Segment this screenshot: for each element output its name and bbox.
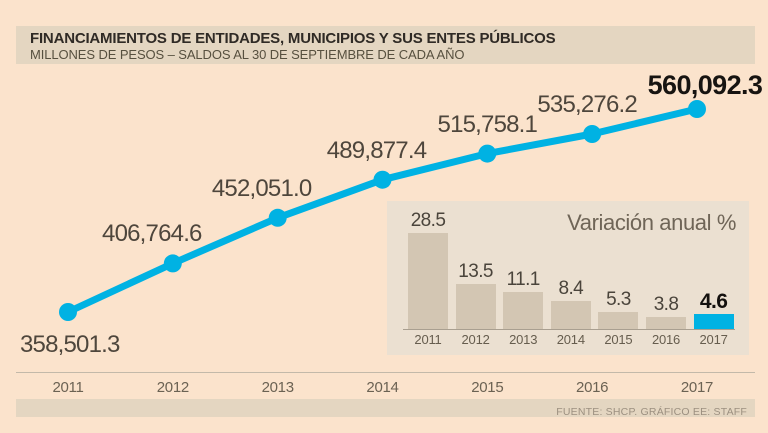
data-point-2015 bbox=[478, 144, 497, 163]
source-bar: FUENTE: SHCP. GRÁFICO EE: STAFF bbox=[16, 399, 755, 418]
bar-2014 bbox=[550, 301, 591, 330]
data-label-2013: 452,051.0 bbox=[211, 174, 312, 202]
data-point-2011 bbox=[59, 303, 77, 321]
bar-2017 bbox=[693, 314, 734, 330]
x-tick-2014: 2014 bbox=[366, 379, 399, 396]
x-axis-line bbox=[16, 372, 755, 373]
bar-value-2015: 5.3 bbox=[606, 288, 631, 310]
chart-title: FINANCIAMIENTOS DE ENTIDADES, MUNICIPIOS… bbox=[30, 30, 556, 47]
bar-tick-2017: 2017 bbox=[699, 332, 728, 347]
x-tick-2017: 2017 bbox=[680, 379, 714, 396]
data-point-2012 bbox=[163, 254, 182, 273]
data-label-2015: 515,758.1 bbox=[437, 110, 538, 138]
bar-tick-2013: 2013 bbox=[509, 332, 538, 347]
data-label-2017: 560,092.3 bbox=[647, 70, 763, 100]
variation-title: Variación anual % bbox=[567, 210, 736, 235]
x-tick-2012: 2012 bbox=[156, 379, 189, 396]
x-tick-2016: 2016 bbox=[576, 379, 609, 396]
bar-value-2014: 8.4 bbox=[558, 278, 584, 300]
data-point-2016 bbox=[583, 125, 602, 143]
source-text: FUENTE: SHCP. GRÁFICO EE: STAFF bbox=[556, 406, 747, 418]
bar-2011 bbox=[408, 233, 448, 330]
x-tick-2015: 2015 bbox=[471, 379, 504, 396]
data-label-2011: 358,501.3 bbox=[20, 331, 120, 358]
bar-tick-2014: 2014 bbox=[556, 332, 585, 347]
x-tick-2013: 2013 bbox=[261, 379, 294, 396]
bar-2015 bbox=[598, 312, 639, 330]
bar-value-2011: 28.5 bbox=[410, 210, 446, 232]
bar-2013 bbox=[503, 292, 544, 330]
data-label-2014: 489,877.4 bbox=[326, 136, 427, 164]
bar-value-2012: 13.5 bbox=[458, 261, 493, 283]
chart-header: FINANCIAMIENTOS DE ENTIDADES, MUNICIPIOS… bbox=[16, 26, 755, 64]
chart-subtitle: MILLONES DE PESOS – SALDOS AL 30 DE SEPT… bbox=[30, 47, 465, 62]
bar-value-2017: 4.6 bbox=[699, 290, 728, 314]
data-point-2013 bbox=[268, 208, 287, 227]
bar-2016 bbox=[646, 317, 686, 330]
bar-tick-2011: 2011 bbox=[414, 332, 442, 347]
bar-2012 bbox=[455, 284, 496, 330]
bar-value-2016: 3.8 bbox=[653, 294, 679, 316]
bar-tick-2016: 2016 bbox=[651, 332, 681, 347]
data-label-2012: 406,764.6 bbox=[102, 220, 202, 248]
bar-tick-2015: 2015 bbox=[604, 332, 633, 347]
bar-value-2013: 11.1 bbox=[506, 269, 541, 291]
data-point-2014 bbox=[373, 170, 392, 189]
bar-axis-line bbox=[403, 329, 735, 330]
x-tick-2011: 2011 bbox=[52, 379, 84, 396]
variation-panel: Variación anual % 28.5 2011 13.5 2012 11.1 20… bbox=[387, 201, 749, 355]
bar-tick-2012: 2012 bbox=[461, 332, 490, 347]
data-label-2016: 535,276.2 bbox=[537, 90, 637, 118]
data-point-2017 bbox=[688, 100, 706, 118]
